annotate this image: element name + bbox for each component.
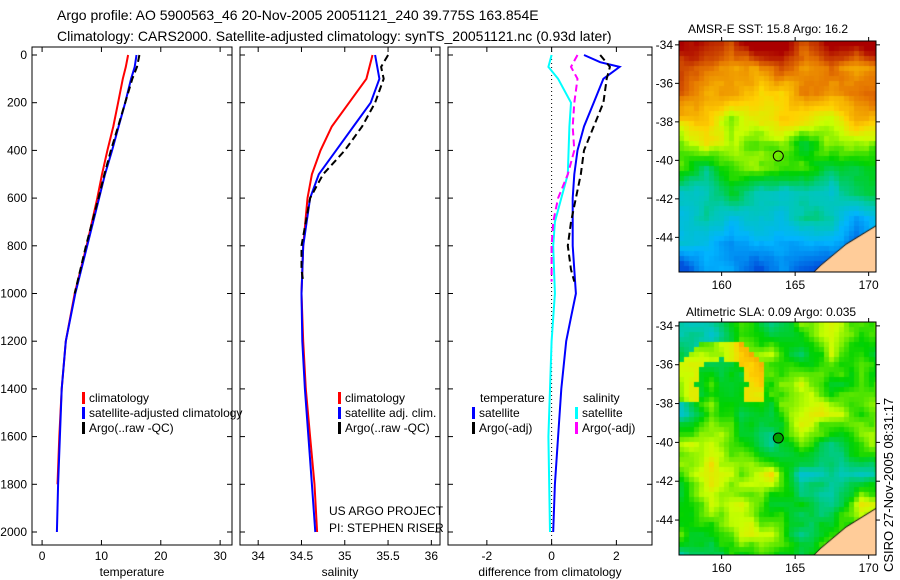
x-axis-label: salinity <box>322 565 359 579</box>
legend-label: satellite <box>582 406 623 420</box>
profile-title: Argo profile: AO 5900563_46 20-Nov-2005 … <box>57 7 539 23</box>
y-tick-label: 1600 <box>0 430 27 444</box>
x-tick-label: 20 <box>154 549 168 563</box>
legend-swatch <box>575 407 578 419</box>
map-0-frame <box>678 40 877 273</box>
map-y-tick-label: -44 <box>656 230 674 244</box>
x-tick-label: 2 <box>613 549 620 563</box>
legend-label: climatology <box>345 391 405 405</box>
map-x-tick-label: 160 <box>712 278 732 292</box>
map-y-tick-label: -40 <box>656 153 674 167</box>
sst-map-image <box>679 41 876 272</box>
x-tick-label: 34 <box>252 549 266 563</box>
footer-stamp: CSIRO 27-Nov-2005 08:31:17 <box>881 397 896 572</box>
legend-label: satellite-adjusted climatology <box>89 406 242 420</box>
y-tick-label: 1400 <box>0 382 27 396</box>
credit-project: US ARGO PROJECT <box>329 504 444 518</box>
sla-map-title: Altimetric SLA: 0.09 Argo: 0.035 <box>686 305 857 319</box>
legend-swatch <box>82 407 85 419</box>
legend-label: Argo(..raw -QC) <box>345 421 430 435</box>
map-x-tick-label: 170 <box>859 278 879 292</box>
legend-swatch <box>472 422 475 434</box>
legend-label: satellite adj. clim. <box>345 406 436 420</box>
sst-map-title: AMSR-E SST: 15.8 Argo: 16.2 <box>688 22 849 36</box>
panel-0-axes-frame <box>31 46 233 546</box>
map-y-tick-label: -40 <box>656 435 674 449</box>
x-tick-label: 30 <box>213 549 227 563</box>
map-y-tick-label: -34 <box>656 38 674 52</box>
panel-1-axes-frame <box>239 46 441 546</box>
legend-label: satellite <box>479 406 520 420</box>
map-y-tick-label: -42 <box>656 474 674 488</box>
legend-label: climatology <box>89 391 149 405</box>
x-axis-label: difference from climatology <box>478 565 621 579</box>
climatology-subtitle: Climatology: CARS2000. Satellite-adjuste… <box>57 28 612 44</box>
x-tick-label: 35.5 <box>376 549 400 563</box>
legend-group-title: temperature <box>480 391 545 405</box>
x-tick-label: 35 <box>338 549 352 563</box>
map-y-tick-label: -36 <box>656 76 674 90</box>
x-tick-label: 10 <box>95 549 109 563</box>
x-axis-label: temperature <box>100 565 165 579</box>
x-tick-label: 36 <box>425 549 439 563</box>
argo-float-location-marker <box>772 150 784 162</box>
y-tick-label: 400 <box>7 143 27 157</box>
map-x-tick-label: 170 <box>859 561 879 575</box>
map-x-tick-label: 165 <box>785 561 805 575</box>
argo-float-location-marker <box>772 432 784 444</box>
series-line-argo-raw-qc- <box>300 54 389 282</box>
map-x-tick-label: 165 <box>785 278 805 292</box>
legend-swatch <box>575 422 578 434</box>
legend-group-title: salinity <box>583 391 620 405</box>
legend-swatch <box>472 407 475 419</box>
credit-pi: PI: STEPHEN RISER <box>329 521 444 535</box>
y-tick-label: 1000 <box>0 287 27 301</box>
x-tick-label: 0 <box>548 549 555 563</box>
x-tick-label: -2 <box>482 549 493 563</box>
y-tick-label: 800 <box>7 239 27 253</box>
x-tick-label: 0 <box>39 549 46 563</box>
legend-label: Argo(-adj) <box>582 421 635 435</box>
map-y-tick-label: -42 <box>656 192 674 206</box>
map-y-tick-label: -38 <box>656 115 674 129</box>
y-tick-label: 0 <box>20 48 27 62</box>
map-1-frame <box>678 321 877 556</box>
series-line-salinity-argo-adj- <box>550 54 579 282</box>
map-x-tick-label: 160 <box>712 561 732 575</box>
y-tick-label: 200 <box>7 96 27 110</box>
y-tick-label: 1800 <box>0 477 27 491</box>
x-tick-label: 34.5 <box>290 549 314 563</box>
y-tick-label: 1200 <box>0 334 27 348</box>
legend-swatch <box>338 407 341 419</box>
series-line-salinity-satellite <box>547 54 573 533</box>
y-tick-label: 2000 <box>0 525 27 539</box>
legend-swatch <box>82 392 85 404</box>
map-y-tick-label: -44 <box>656 513 674 527</box>
legend-label: Argo(-adj) <box>479 421 532 435</box>
legend-swatch <box>82 422 85 434</box>
series-line-temperature-argo-adj- <box>566 54 611 282</box>
legend-label: Argo(..raw -QC) <box>89 421 174 435</box>
legend-swatch <box>338 392 341 404</box>
legend-swatch <box>338 422 341 434</box>
map-y-tick-label: -34 <box>656 319 674 333</box>
map-y-tick-label: -38 <box>656 397 674 411</box>
panel-2-axes-frame <box>447 46 653 546</box>
map-y-tick-label: -36 <box>656 358 674 372</box>
y-tick-label: 600 <box>7 191 27 205</box>
